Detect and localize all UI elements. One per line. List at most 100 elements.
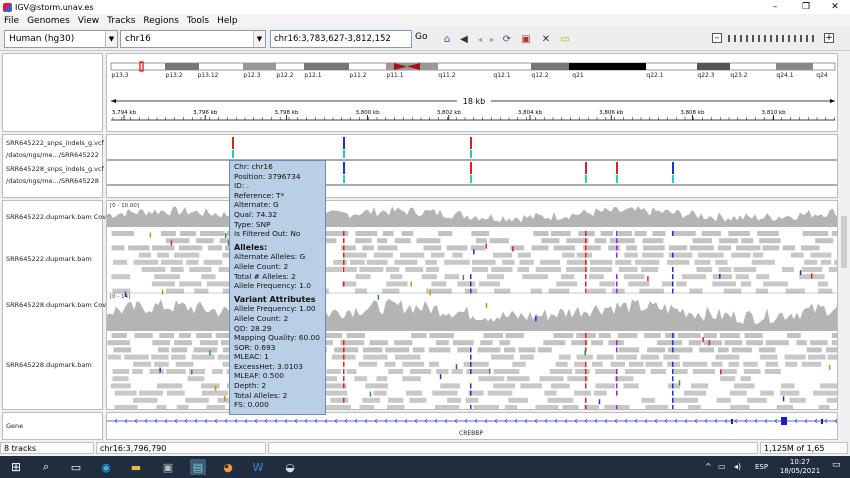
menu-tracks[interactable]: Tracks bbox=[107, 15, 136, 26]
alignment-panel[interactable]: [0 - 10.00] [0 - 14] bbox=[106, 200, 838, 410]
task-view-icon[interactable]: ▭ bbox=[70, 460, 82, 474]
strand-arrow bbox=[464, 418, 468, 424]
zoom-tick[interactable] bbox=[746, 35, 748, 42]
zoom-tick[interactable] bbox=[770, 35, 772, 42]
variant-popup[interactable]: Chr: chr16 Position: 3796734 ID: . Refer… bbox=[229, 160, 326, 415]
restore-button[interactable]: ❐ bbox=[801, 2, 811, 12]
windows-start-icon[interactable]: ⊞ bbox=[10, 460, 22, 474]
strand-arrow bbox=[264, 418, 268, 424]
zoom-tick[interactable] bbox=[812, 35, 814, 42]
zoom-tick[interactable] bbox=[788, 35, 790, 42]
chrome-icon[interactable]: ◕ bbox=[223, 460, 233, 474]
alignment-scrollbar[interactable] bbox=[840, 200, 848, 410]
coverage2-track-name[interactable]: SRR645228.dupmark.bam Cove bbox=[6, 301, 111, 309]
igv-window: IGV@storm.unav.es – ❐ ✕ File Genomes Vie… bbox=[0, 0, 850, 456]
vcf2-track-name[interactable]: SRR645228_snps_indels_g.vcf bbox=[6, 165, 104, 173]
band-label: p11.1 bbox=[386, 72, 403, 79]
coverage1-track-name[interactable]: SRR645222.dupmark.bam Cove bbox=[6, 213, 111, 221]
bam2-track-name[interactable]: SRR645228.dupmark.bam bbox=[6, 361, 92, 369]
language-indicator[interactable]: ESP bbox=[755, 463, 769, 471]
vcf1-track-name[interactable]: SRR645222_snps_indels_g.vcf bbox=[6, 139, 104, 147]
popup-info-icon[interactable]: ▭ bbox=[560, 33, 570, 45]
gene-panel[interactable]: CREBBP bbox=[106, 412, 838, 440]
variant-tracks[interactable] bbox=[107, 135, 838, 198]
menu-genomes[interactable]: Genomes bbox=[27, 15, 70, 26]
forward-arrow-icon[interactable]: ▸ bbox=[489, 34, 494, 44]
vcf1-sample-name[interactable]: /datos/ngs/me.../SRR645222 bbox=[6, 151, 99, 159]
notifications-icon[interactable]: ▭ bbox=[832, 460, 841, 470]
strand-arrow bbox=[394, 418, 398, 424]
tray-chevron-icon[interactable]: ^ bbox=[705, 462, 712, 471]
close-button[interactable]: ✕ bbox=[831, 2, 839, 12]
bam2-read bbox=[166, 390, 185, 396]
mismatch-base bbox=[647, 276, 649, 282]
ruler[interactable]: 18 kb 3,794 kb 3,796 kb 3,798 kb 3,800 kb 3,8… bbox=[111, 96, 838, 121]
app-window-icon[interactable]: ▣ bbox=[162, 460, 174, 474]
chromosome-select[interactable]: chr16 ▼ bbox=[120, 30, 266, 48]
igv-taskbar-icon[interactable]: ▤ bbox=[190, 459, 206, 475]
vcf2-sample-name[interactable]: /datos/ngs/me.../SRR645228 bbox=[6, 177, 99, 185]
word-icon[interactable]: W bbox=[252, 460, 264, 474]
menu-file[interactable]: File bbox=[4, 15, 20, 26]
home-icon[interactable]: ⌂ bbox=[443, 33, 451, 45]
mismatch-base bbox=[512, 246, 514, 252]
zoom-tick[interactable] bbox=[806, 35, 808, 42]
resize-icon[interactable]: ✕ bbox=[541, 33, 551, 45]
search-icon[interactable]: ⌕ bbox=[42, 460, 50, 473]
bam1-read bbox=[641, 252, 664, 258]
bam1-read bbox=[712, 281, 737, 287]
network-icon[interactable]: ▭ bbox=[718, 462, 726, 471]
go-button[interactable]: Go bbox=[415, 32, 428, 42]
variant-panel[interactable] bbox=[106, 134, 838, 198]
menu-view[interactable]: View bbox=[77, 15, 100, 26]
file-explorer-icon[interactable]: ▬ bbox=[130, 460, 142, 474]
bam2-read bbox=[319, 376, 337, 382]
bam2-read bbox=[156, 383, 183, 389]
zoom-widget[interactable]: – + bbox=[712, 33, 836, 45]
volume-icon[interactable]: ◂) bbox=[734, 462, 742, 471]
menu-regions[interactable]: Regions bbox=[143, 15, 179, 26]
bam1-track-name[interactable]: SRR645222.dupmark.bam bbox=[6, 255, 92, 263]
strand-arrow bbox=[434, 418, 438, 424]
ideogram[interactable]: p13.3 p13.2 p13.12 p12.3 p12.2 p12.1 p11.2 p11.… bbox=[110, 61, 836, 79]
bam1-read bbox=[201, 274, 216, 280]
zoom-tick[interactable] bbox=[764, 35, 766, 42]
ideogram-band bbox=[304, 63, 349, 70]
alignment-tracks[interactable] bbox=[107, 201, 838, 410]
gene-track-name[interactable]: Gene bbox=[6, 422, 24, 430]
minimize-button[interactable]: – bbox=[772, 2, 778, 12]
bam1-read bbox=[154, 274, 180, 280]
back-arrow-icon[interactable]: ◂ bbox=[477, 34, 482, 44]
ruler-tick-label: 3,800 kb bbox=[356, 110, 381, 116]
app-icon[interactable]: ◒ bbox=[285, 460, 295, 474]
zoom-tick[interactable] bbox=[734, 35, 736, 42]
zoom-in-icon[interactable]: + bbox=[824, 33, 834, 43]
zoom-tick[interactable] bbox=[728, 35, 730, 42]
back-icon[interactable]: ◀ bbox=[460, 33, 468, 45]
status-memory: 1,125M of 1,65 bbox=[760, 442, 848, 454]
zoom-tick[interactable] bbox=[794, 35, 796, 42]
zoom-tick[interactable] bbox=[758, 35, 760, 42]
bam2-read bbox=[827, 354, 837, 360]
zoom-tick[interactable] bbox=[782, 35, 784, 42]
zoom-tick[interactable] bbox=[800, 35, 802, 42]
zoom-tick[interactable] bbox=[752, 35, 754, 42]
scroll-thumb[interactable] bbox=[841, 216, 847, 268]
mismatch-base bbox=[585, 369, 587, 374]
region-icon[interactable]: ▣ bbox=[521, 33, 531, 45]
edge-icon[interactable]: ◉ bbox=[101, 460, 111, 474]
zoom-tick[interactable] bbox=[776, 35, 778, 42]
clock[interactable]: 10:27 18/05/2021 bbox=[778, 458, 822, 476]
gene-track[interactable] bbox=[107, 413, 838, 440]
bam1-read bbox=[479, 281, 500, 287]
bam2-read bbox=[112, 376, 129, 382]
zoom-out-icon[interactable]: – bbox=[712, 33, 722, 43]
zoom-tick[interactable] bbox=[740, 35, 742, 42]
refresh-icon[interactable]: ⟳ bbox=[502, 33, 512, 45]
mismatch-base bbox=[672, 267, 674, 272]
menu-tools[interactable]: Tools bbox=[186, 15, 210, 26]
genome-select[interactable]: Human (hg30) ▼ bbox=[4, 30, 118, 48]
locus-input[interactable]: chr16:3,783,627-3,812,152 bbox=[270, 30, 412, 48]
menu-help[interactable]: Help bbox=[217, 15, 238, 26]
bam1-read bbox=[492, 252, 513, 258]
